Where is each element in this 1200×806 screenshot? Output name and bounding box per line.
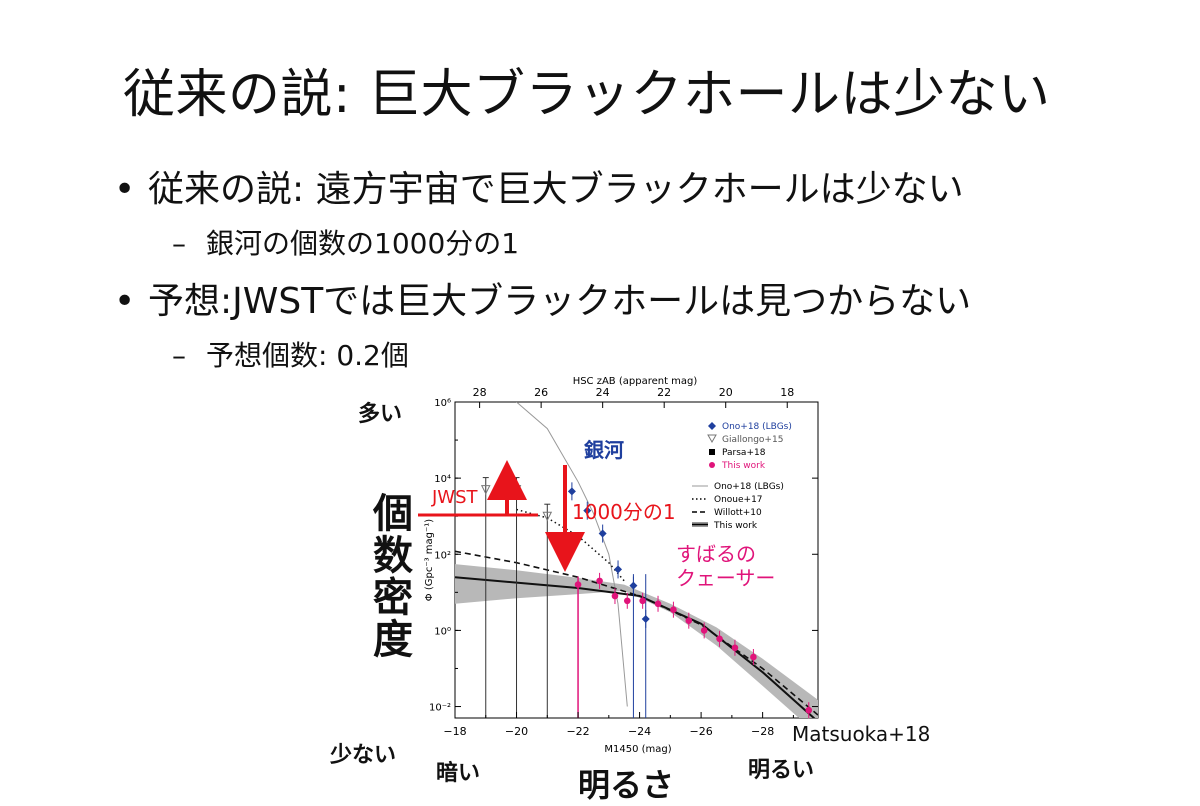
- x-tick-label: −26: [689, 725, 712, 738]
- ono-point: [614, 565, 623, 574]
- citation: Matsuoka+18: [792, 722, 931, 746]
- bullet-1-text: 従来の説: 遠方宇宙で巨大ブラックホールは少ない: [148, 169, 964, 210]
- y-axis-label: Φ (Gpc⁻³ mag⁻¹): [424, 519, 435, 602]
- x-tick-label: −20: [505, 725, 528, 738]
- legend-label: Ono+18 (LBGs): [722, 422, 792, 432]
- legend-label: Onoue+17: [714, 495, 763, 505]
- legend-label: Parsa+18: [722, 448, 766, 458]
- legend-label: This work: [713, 521, 758, 531]
- bullet-marker: •: [114, 169, 136, 210]
- bullet-1: • 従来の説: 遠方宇宙で巨大ブラックホールは少ない: [114, 160, 964, 212]
- plot-frame: [454, 401, 819, 719]
- sub-marker: –: [172, 227, 186, 260]
- x-axis-label: M1450 (mag): [604, 744, 671, 755]
- x2-tick-label: 20: [719, 386, 733, 399]
- thiswork-point: [805, 706, 813, 714]
- legend-label: This work: [721, 461, 766, 471]
- legend-label: Giallongo+15: [722, 435, 783, 445]
- ono-point: [598, 529, 607, 538]
- ono-point: [567, 487, 576, 496]
- thiswork-point: [731, 644, 739, 652]
- bullet-2: • 予想:JWSTでは巨大ブラックホールは見つからない: [114, 272, 971, 324]
- x-tick-label: −18: [443, 725, 466, 738]
- thiswork-point: [639, 597, 646, 605]
- legend-marker-thiswork: [709, 462, 715, 468]
- thiswork-point: [654, 600, 662, 608]
- legend-label: Ono+18 (LBGs): [714, 482, 784, 492]
- ono-point: [583, 506, 592, 515]
- thiswork-point: [670, 606, 677, 613]
- sub-bullet-1: – 銀河の個数の1000分の1: [172, 222, 519, 262]
- sub-bullet-2-text: 予想個数: 0.2個: [206, 339, 409, 372]
- x2-tick-label: 24: [596, 386, 610, 399]
- y-tick-label: 10⁶: [434, 398, 451, 409]
- label-number-density: 個数密度: [366, 492, 412, 660]
- sub-bullet-1-text: 銀河の個数の1000分の1: [206, 227, 520, 260]
- thiswork-point: [574, 581, 582, 588]
- giallongo-point: [542, 511, 553, 522]
- legend-label: Willott+10: [714, 508, 762, 518]
- bullet-marker: •: [114, 281, 136, 322]
- subaru-label-line1: すばるの: [676, 542, 756, 566]
- thiswork-point: [685, 617, 693, 624]
- label-brightness: 明るさ: [578, 766, 675, 804]
- label-many: 多い: [358, 402, 403, 427]
- slide-title: 従来の説: 巨大ブラックホールは少ない: [123, 65, 1051, 125]
- luminosity-function-chart: −18 −20 −22 −24 −26 −28 28 26 24 22 20 18 10⁶ 10⁴ 10² 1…: [418, 376, 819, 755]
- label-bright: 明るい: [748, 758, 815, 783]
- subaru-label-line2: クェーサー: [676, 566, 775, 590]
- y-tick-label: 10⁻²: [429, 703, 451, 714]
- y-tick-label: 10⁰: [434, 626, 451, 637]
- x2-tick-label: 22: [657, 386, 671, 399]
- bullet-2-text: 予想:JWSTでは巨大ブラックホールは見つからない: [148, 281, 972, 322]
- sub-bullet-2: – 予想個数: 0.2個: [172, 334, 409, 374]
- galaxy-label: 銀河: [584, 438, 624, 462]
- legend-marker-ono: [708, 422, 716, 430]
- legend-marker-parsa: [709, 449, 715, 455]
- legend-marker-giallongo: [707, 434, 717, 444]
- label-dark: 暗い: [436, 761, 481, 786]
- thiswork-point: [750, 653, 757, 661]
- label-few: 少ない: [330, 743, 397, 768]
- x-tick-label: −22: [566, 725, 589, 738]
- thiswork-point: [611, 592, 619, 600]
- jwst-label: JWST: [431, 487, 479, 508]
- sub-marker: –: [172, 339, 186, 372]
- x2-tick-label: 28: [473, 386, 487, 399]
- thiswork-point: [623, 597, 631, 605]
- x2-axis-label: HSC zAB (apparent mag): [573, 376, 698, 387]
- x-tick-label: −28: [751, 725, 774, 738]
- thiswork-point: [716, 635, 723, 643]
- x2-tick-label: 26: [534, 386, 548, 399]
- thiswork-point: [596, 577, 603, 585]
- series-line-this-work: [455, 576, 816, 718]
- ratio-label: 1000分の1: [572, 500, 676, 524]
- x-tick-label: −24: [628, 725, 651, 738]
- thiswork-point: [700, 627, 708, 634]
- x2-tick-label: 18: [780, 386, 794, 399]
- y-tick-label: 10⁴: [434, 474, 451, 485]
- y-tick-label: 10²: [434, 550, 451, 561]
- series-line-ono-18-lbgs-: [516, 402, 628, 707]
